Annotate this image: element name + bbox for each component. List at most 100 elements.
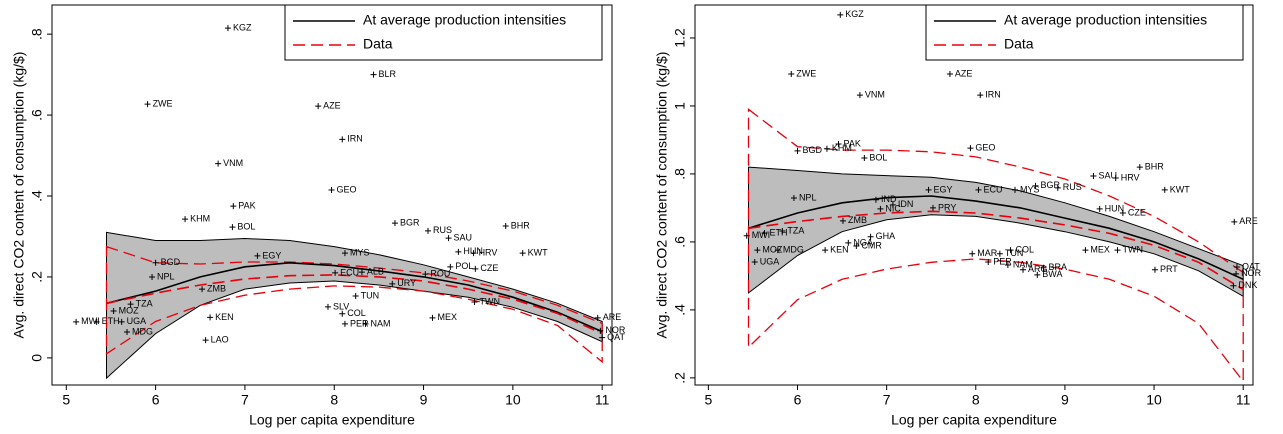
point-label: HRV xyxy=(1121,172,1140,182)
point-label: MYS xyxy=(1020,184,1040,194)
point-marker xyxy=(224,25,231,32)
point-marker xyxy=(152,259,159,266)
point-marker xyxy=(358,269,365,276)
point-label: KEN xyxy=(830,244,849,254)
legend-box xyxy=(925,4,1244,61)
point-label: VNM xyxy=(223,158,243,168)
point-label: NPL xyxy=(799,192,817,202)
point-label: COL xyxy=(1016,244,1035,254)
point-marker xyxy=(332,269,339,276)
point-marker xyxy=(1096,205,1103,212)
point-label: KWT xyxy=(1170,184,1190,194)
point-label: PER xyxy=(993,256,1012,266)
y-tick-label: .2 xyxy=(29,271,45,283)
point-label: PRY xyxy=(938,202,956,212)
point-marker xyxy=(73,318,80,325)
point-marker xyxy=(754,247,761,254)
point-label: BOL xyxy=(237,222,255,232)
point-label: MDG xyxy=(783,244,804,254)
point-marker xyxy=(743,232,750,239)
point-marker xyxy=(867,233,874,240)
point-marker xyxy=(1161,186,1168,193)
x-axis-title: Log per capita expenditure xyxy=(891,412,1057,428)
point-marker xyxy=(996,250,1003,257)
point-label: KEN xyxy=(215,312,234,322)
point-marker xyxy=(341,250,348,257)
point-label: TZA xyxy=(136,298,153,308)
point-marker xyxy=(889,201,896,208)
point-label: ZMB xyxy=(848,215,867,225)
point-label: HRV xyxy=(479,247,498,257)
point-label: ARE xyxy=(1239,216,1258,226)
legend-label: At average production intensities xyxy=(363,12,566,28)
point-marker xyxy=(429,314,436,321)
point-marker xyxy=(1151,266,1158,273)
point-marker xyxy=(124,328,131,335)
point-marker xyxy=(425,227,432,234)
point-label: POL xyxy=(455,261,473,271)
point-label: IND xyxy=(881,194,897,204)
point-label: KGZ xyxy=(233,22,252,32)
point-marker xyxy=(324,303,331,310)
x-tick-label: 9 xyxy=(1061,392,1069,408)
point-marker xyxy=(1082,247,1089,254)
point-label: ALB xyxy=(367,266,384,276)
point-marker xyxy=(144,101,151,108)
x-tick-label: 5 xyxy=(704,392,712,408)
point-label: MYS xyxy=(350,247,370,257)
point-marker xyxy=(946,70,953,77)
point-marker xyxy=(929,204,936,211)
point-label: NOR xyxy=(605,325,626,335)
fit-line xyxy=(748,195,1244,281)
point-marker xyxy=(341,320,348,327)
point-marker xyxy=(977,92,984,99)
legend-label: At average production intensities xyxy=(1004,12,1207,28)
point-label: ETH xyxy=(770,227,788,237)
point-marker xyxy=(471,299,478,306)
point-marker xyxy=(315,103,322,110)
point-marker xyxy=(1112,175,1119,182)
x-tick-label: 8 xyxy=(972,392,980,408)
y-tick-label: 0 xyxy=(29,354,45,362)
point-label: NAM xyxy=(370,318,390,328)
point-marker xyxy=(422,271,429,278)
point-marker xyxy=(1114,247,1121,254)
point-marker xyxy=(1034,271,1041,278)
point-label: GEO xyxy=(975,142,995,152)
point-label: SAU xyxy=(1098,170,1117,180)
point-label: TZA xyxy=(787,225,804,235)
point-marker xyxy=(861,154,868,161)
point-label: UGA xyxy=(127,316,147,326)
point-label: SAU xyxy=(454,232,473,242)
point-label: AZE xyxy=(323,101,341,111)
point-marker xyxy=(339,136,346,143)
point-label: ZMB xyxy=(207,283,226,293)
point-label: UGA xyxy=(760,256,780,266)
point-marker xyxy=(835,141,842,148)
point-label: ZWE xyxy=(153,99,173,109)
point-label: IRN xyxy=(985,89,1001,99)
point-label: ETH xyxy=(102,316,120,326)
y-tick-label: 1.2 xyxy=(672,28,688,48)
point-marker xyxy=(1054,184,1061,191)
point-label: NGA xyxy=(853,237,873,247)
y-tick-label: .6 xyxy=(29,109,45,121)
point-label: NPL xyxy=(157,271,175,281)
point-marker xyxy=(788,70,795,77)
point-marker xyxy=(1231,218,1238,225)
y-tick-label: 1 xyxy=(672,102,688,110)
point-label: GEO xyxy=(337,184,357,194)
point-label: IDN xyxy=(898,199,914,209)
point-marker xyxy=(1233,264,1240,271)
point-label: MEX xyxy=(437,312,457,322)
point-label: MOZ xyxy=(762,244,782,254)
point-label: QAT xyxy=(607,332,625,342)
y-tick-label: .8 xyxy=(29,28,45,40)
point-label: KWT xyxy=(528,247,548,257)
point-label: HUN xyxy=(1105,203,1125,213)
point-label: BOL xyxy=(869,152,887,162)
point-label: ARG xyxy=(1028,264,1048,274)
fit-line xyxy=(106,261,603,333)
point-marker xyxy=(110,307,117,314)
